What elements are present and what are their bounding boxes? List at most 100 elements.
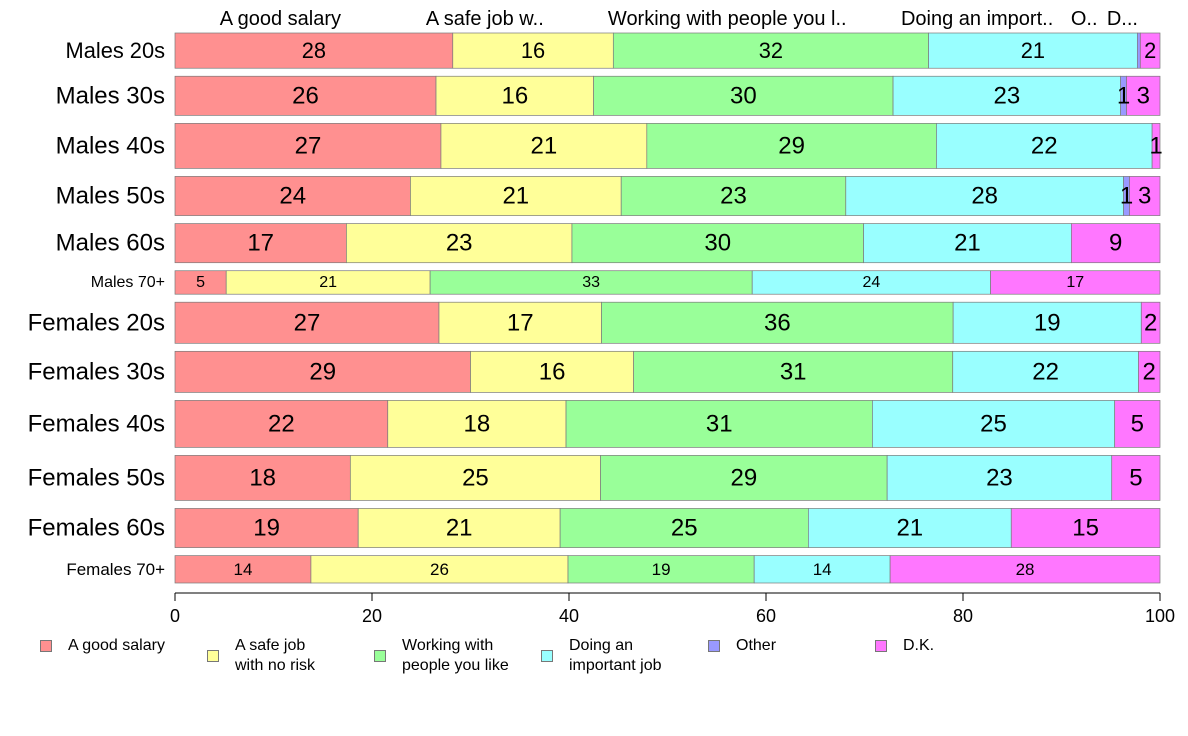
top-label: Doing an import.. [901,8,1053,30]
bar-segment [1129,176,1161,216]
data-label: 21 [502,182,529,209]
data-label: 15 [1072,515,1099,542]
data-label: 17 [1066,274,1084,291]
data-label: 31 [780,358,807,385]
data-label: 3 [1138,182,1151,209]
x-tick-label: 80 [953,606,973,626]
data-label: 22 [1031,132,1058,159]
bar-segment [1136,32,1141,69]
bar-segment [1070,223,1161,264]
bar-segment [753,555,891,584]
bars [174,32,1161,584]
bar-segment [310,555,569,584]
row-labels: Males 20s Males 30s Males 40s Males 50s Male… [28,38,165,579]
legend-swatch-people [374,650,386,662]
bar-segment [174,32,454,69]
top-label: Working with people you l.. [608,8,847,30]
bar-segment [174,301,440,344]
x-tick-label: 40 [559,606,579,626]
data-label: 1 [1120,182,1133,209]
legend-item-important-job: Doing an important job [541,636,662,676]
data-label: 16 [539,358,566,385]
bar-segment [1138,350,1161,393]
data-label: 14 [813,560,832,579]
x-tick-label: 100 [1145,606,1175,626]
bar-segment [633,350,954,393]
data-label: 29 [778,132,805,159]
data-label: 28 [1016,560,1035,579]
data-label: 25 [671,515,698,542]
bar-segment [438,301,602,344]
bar-segment [571,223,864,264]
bar-segment [1151,123,1161,169]
bar-segment [620,176,847,216]
data-label: 24 [862,274,880,291]
data-label: 23 [446,230,473,257]
x-axis: 0 20 40 60 80 100 [170,592,1175,626]
legend-label-salary: A good salary [68,637,165,654]
row-label: Males 70+ [91,274,165,291]
data-label: 1 [1149,132,1162,159]
bar-segment [567,555,755,584]
data-label: 30 [704,230,731,257]
bar-segment [892,75,1121,116]
bar-segment [1111,455,1161,501]
data-label: 21 [446,515,473,542]
legend-swatch-other [708,640,720,652]
bar-segment [886,455,1113,501]
bar-segment [435,75,594,116]
data-label: 29 [730,464,757,491]
data-label: 2 [1144,309,1157,336]
bar-segment [349,455,601,501]
data-label: 16 [521,38,545,63]
legend-swatch-dk [875,640,887,652]
legend-label-safe-job: A safe job with no risk [235,637,316,674]
bar-segment [952,301,1142,344]
legend-label-dk: D.K. [903,637,935,654]
legend-label-people: Working with people you like [402,637,509,674]
legend-item-people: Working with people you like [374,636,509,676]
x-tick-label: 60 [756,606,776,626]
bar-segment [174,555,312,584]
data-label: 26 [292,82,319,109]
legend-item-safe-job: A safe job with no risk [207,636,315,676]
data-label: 1 [1117,82,1130,109]
bar-segment [174,400,389,448]
legend-item-other: Other [708,636,776,656]
value-labels: 28 16 32 21 226 16 30 23 1 327 21 29 22 124 21 23 28 1 317… [196,38,1163,579]
legend-label-other: Other [736,637,777,654]
top-label: O.. [1071,8,1098,30]
bar-segment [889,555,1161,584]
bar-segment [174,123,442,169]
data-label: 19 [652,560,671,579]
data-label: 32 [759,38,783,63]
x-tick-label: 20 [362,606,382,626]
data-label: 21 [954,230,981,257]
data-label: 25 [462,464,489,491]
data-label: 3 [1137,82,1150,109]
legend: A good salary A safe job with no risk Wo… [0,636,1188,696]
data-label: 18 [249,464,276,491]
bar-segment [612,32,929,69]
bar-segment [174,508,359,548]
row-label: Females 50s [28,464,165,491]
bar-segment [593,75,894,116]
data-label: 28 [971,182,998,209]
data-label: 2 [1143,358,1156,385]
data-label: 16 [501,82,528,109]
data-label: 23 [720,182,747,209]
bar-segment [174,350,471,393]
row-label: Females 40s [28,410,165,437]
data-label: 19 [1034,309,1061,336]
legend-swatch-safe-job [207,650,219,662]
bar-segment [872,400,1116,448]
bar-segment [174,223,347,264]
data-label: 21 [1021,38,1045,63]
bar-segment [1010,508,1161,548]
data-label: 14 [234,560,253,579]
bar-segment [1126,75,1161,116]
bar-segment [387,400,567,448]
bar-segment [174,176,411,216]
data-label: 29 [309,358,336,385]
